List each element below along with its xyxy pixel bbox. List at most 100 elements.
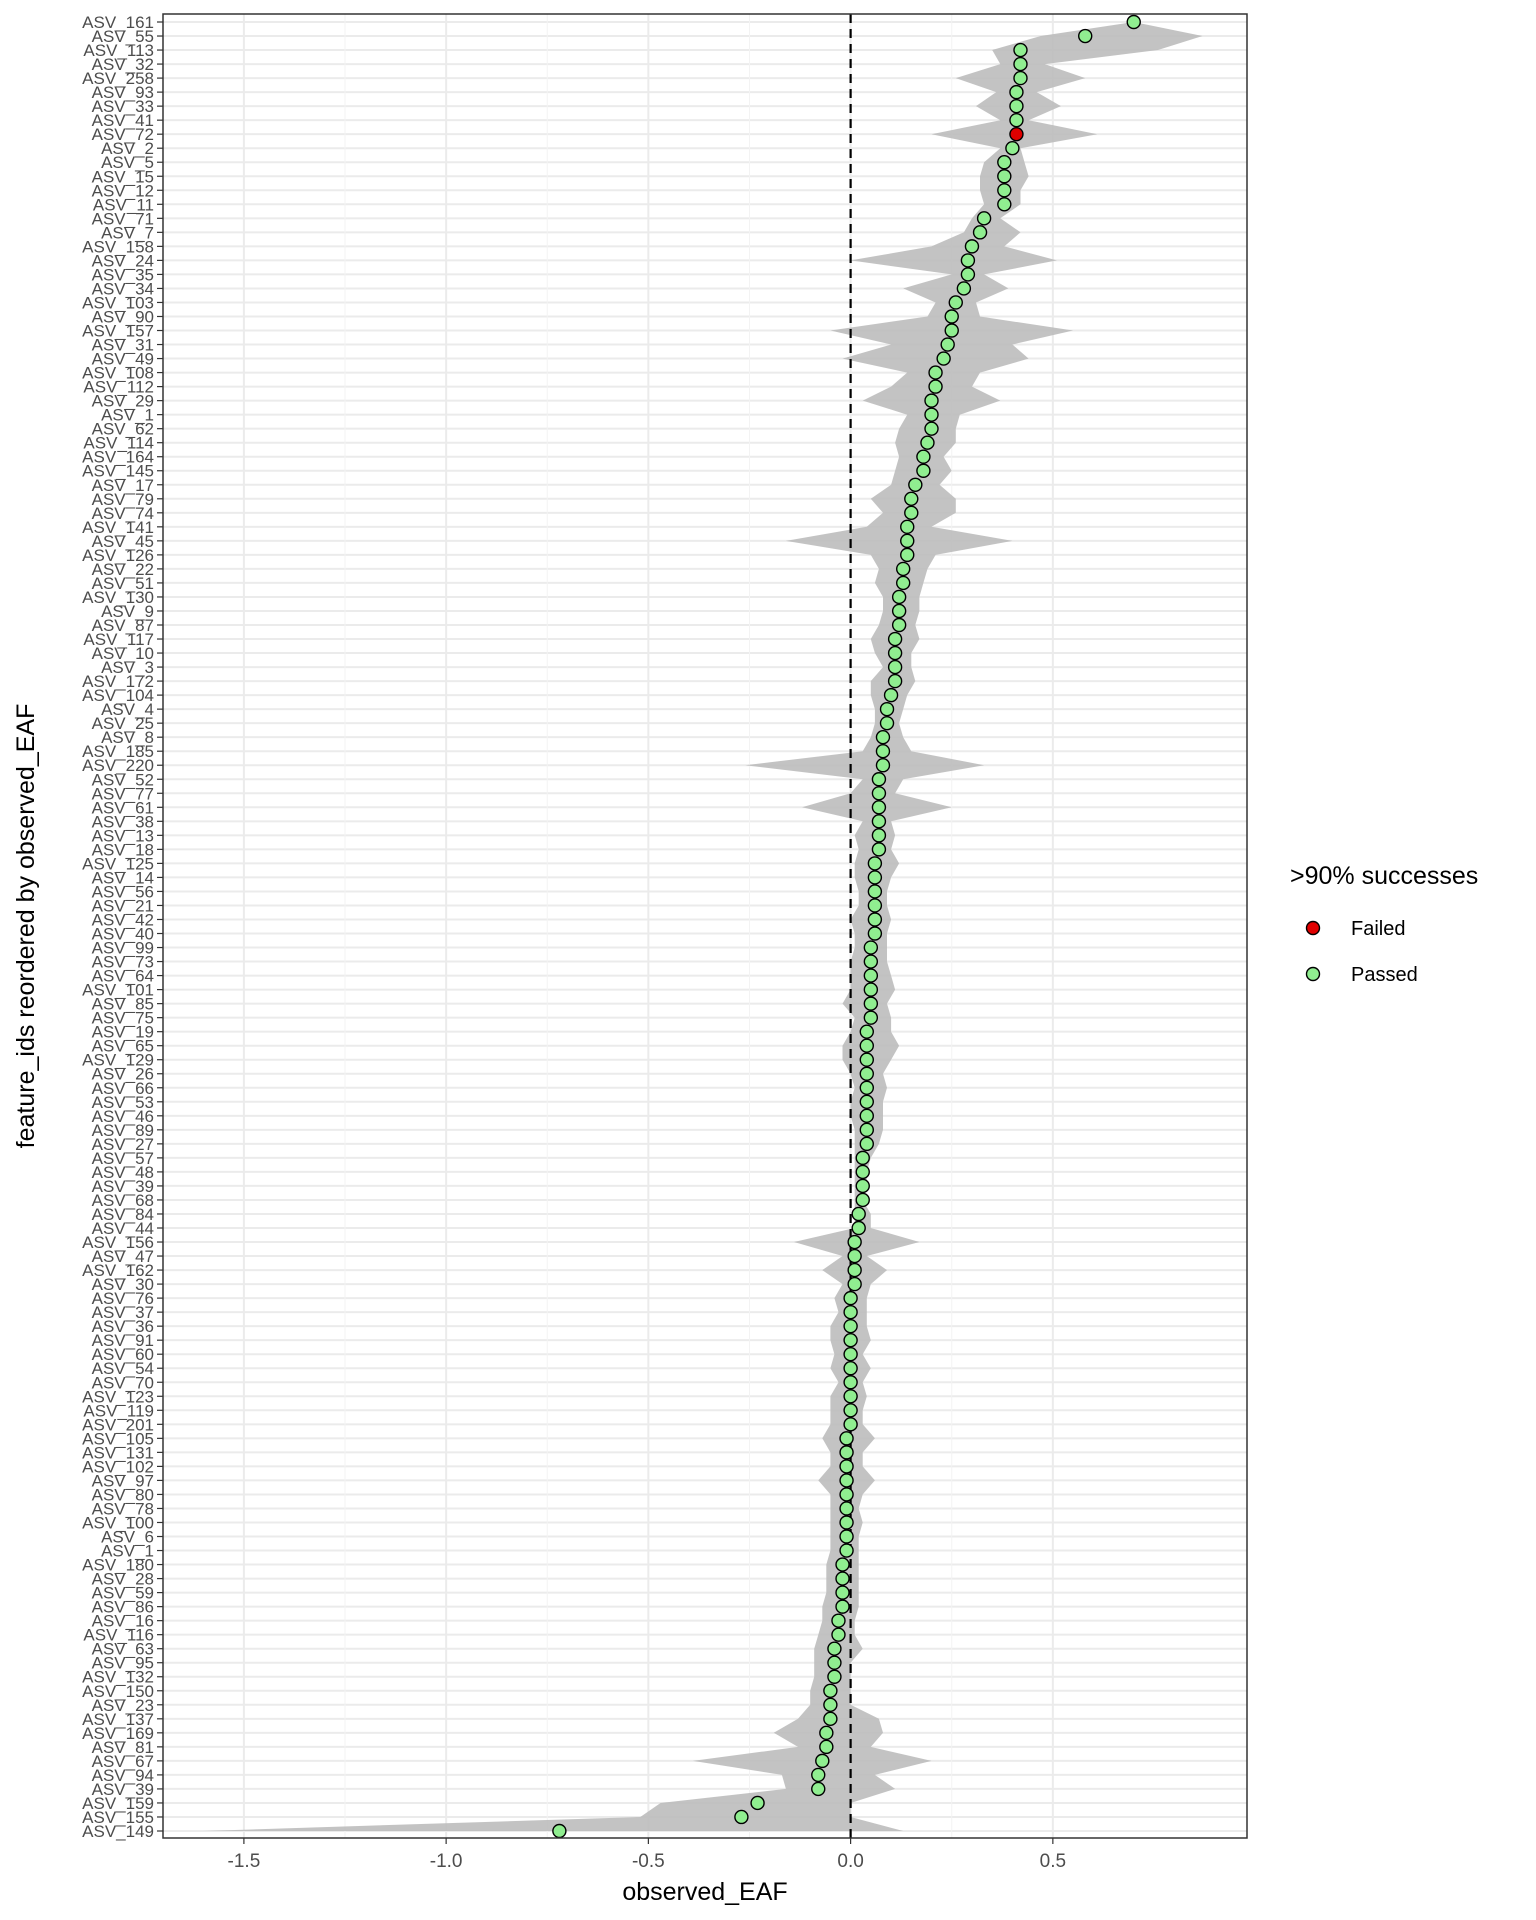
point-passed — [839, 1431, 854, 1446]
y-tick-label: ASV_85 — [92, 995, 154, 1014]
point-passed — [997, 197, 1012, 212]
point-passed — [956, 281, 972, 296]
y-tick-label: ASV_185 — [82, 742, 154, 761]
point-passed — [1013, 70, 1028, 86]
y-tick-label: ASV_10 — [92, 644, 154, 663]
point-passed — [819, 1725, 834, 1741]
point-passed — [875, 729, 891, 745]
point-passed — [964, 239, 980, 254]
y-tick-label: ASV_70 — [92, 1373, 154, 1392]
y-tick-label: ASV_32 — [92, 55, 154, 74]
point-passed — [811, 1781, 826, 1797]
legend-key-failed — [1305, 920, 1321, 936]
y-tick-label: ASV_23 — [92, 1696, 154, 1715]
point-passed — [855, 1192, 870, 1208]
point-passed — [827, 1669, 842, 1684]
point-passed — [916, 449, 931, 464]
y-tick-label: ASV_42 — [92, 910, 154, 929]
y-tick-label: ASV_77 — [92, 784, 154, 803]
y-tick-label: ASV_57 — [92, 1149, 154, 1168]
y-tick-label: ASV_16 — [92, 1612, 154, 1631]
point-passed — [843, 1332, 858, 1348]
point-passed — [839, 1487, 854, 1502]
point-passed — [851, 1220, 866, 1236]
y-tick-label: ASV_108 — [82, 364, 154, 383]
point-passed — [997, 155, 1012, 170]
y-tick-label: ASV_62 — [92, 420, 154, 439]
y-tick-label: ASV_78 — [92, 1499, 154, 1518]
point-passed — [839, 1501, 854, 1516]
y-tick-label: ASV_65 — [92, 1037, 154, 1056]
x-axis-ticks: -1.5 -1.0 -0.5 0.0 0.5 — [228, 1838, 1066, 1872]
y-tick-label: ASV_39 — [92, 1780, 154, 1799]
y-tick-label: ASV_87 — [92, 616, 154, 635]
point-passed — [900, 533, 915, 549]
y-tick-label: ASV_84 — [92, 1205, 154, 1224]
point-passed — [859, 1122, 874, 1138]
point-passed — [928, 379, 943, 394]
y-tick-label: ASV_116 — [83, 1626, 154, 1645]
y-tick-label: ASV_180 — [82, 1556, 154, 1575]
point-passed — [928, 365, 943, 380]
y-tick-label: ASV_26 — [92, 1065, 154, 1084]
y-tick-label: ASV_131 — [82, 1443, 154, 1462]
y-tick-label: ASV_74 — [92, 504, 154, 523]
point-passed — [887, 645, 903, 661]
point-passed — [924, 407, 939, 422]
point-passed — [887, 673, 903, 689]
point-passed — [823, 1711, 838, 1727]
y-tick-label: ASV_164 — [82, 448, 154, 467]
point-passed — [859, 1066, 874, 1081]
point-passed — [734, 1809, 749, 1825]
point-passed — [867, 870, 883, 885]
y-tick-label: ASV_54 — [92, 1359, 154, 1378]
y-tick-label: ASV_46 — [92, 1107, 154, 1126]
point-passed — [900, 547, 915, 563]
y-tick-label: ASV_73 — [92, 953, 154, 972]
y-tick-label: ASV_56 — [92, 882, 154, 901]
point-passed — [1009, 112, 1024, 128]
point-passed — [843, 1375, 858, 1390]
point-passed — [871, 814, 887, 829]
x-tick-label: -0.5 — [632, 1851, 665, 1872]
point-failed — [1009, 126, 1024, 142]
point-passed — [887, 631, 903, 647]
y-tick-label: ASV_6 — [101, 1528, 154, 1547]
y-tick-label: ASV_258 — [82, 69, 154, 88]
point-passed — [920, 435, 935, 450]
point-passed — [871, 786, 887, 801]
y-tick-label: ASV_81 — [92, 1738, 154, 1757]
y-tick-label: ASV_1 — [101, 406, 154, 425]
point-passed — [936, 351, 951, 366]
y-tick-label: ASV_61 — [92, 798, 154, 817]
y-tick-label: ASV_38 — [92, 812, 154, 831]
point-passed — [819, 1739, 834, 1755]
y-tick-label: ASV_37 — [92, 1303, 154, 1322]
y-tick-label: ASV_102 — [82, 1457, 154, 1476]
point-passed — [944, 309, 959, 324]
y-tick-label: ASV_30 — [92, 1275, 154, 1294]
y-tick-label: ASV_18 — [92, 840, 154, 859]
y-tick-label: ASV_105 — [82, 1429, 154, 1448]
point-passed — [859, 1038, 874, 1053]
y-tick-label: ASV_67 — [92, 1752, 154, 1771]
x-tick-label: -1.0 — [430, 1851, 463, 1872]
y-axis-title: feature_ids reordered by observed_EAF — [12, 704, 40, 1149]
point-passed — [972, 225, 988, 240]
y-tick-label: ASV_220 — [82, 756, 154, 775]
point-passed — [883, 687, 899, 703]
y-tick-label: ASV_141 — [82, 518, 154, 537]
y-tick-label: ASV_157 — [82, 322, 154, 341]
y-axis-ticks: ASV_161ASV_55ASV_113ASV_32ASV_258ASV_93A… — [82, 13, 163, 1841]
y-tick-label: ASV_34 — [92, 279, 154, 298]
gridlines — [163, 14, 1247, 1838]
y-tick-label: ASV_7 — [101, 223, 154, 242]
y-tick-label: ASV_52 — [92, 770, 154, 789]
point-passed — [997, 169, 1012, 184]
point-passed — [944, 323, 959, 338]
legend-label-failed: Failed — [1351, 918, 1405, 940]
point-passed — [831, 1613, 846, 1628]
y-tick-label: ASV_150 — [82, 1682, 154, 1701]
point-passed — [867, 856, 883, 871]
